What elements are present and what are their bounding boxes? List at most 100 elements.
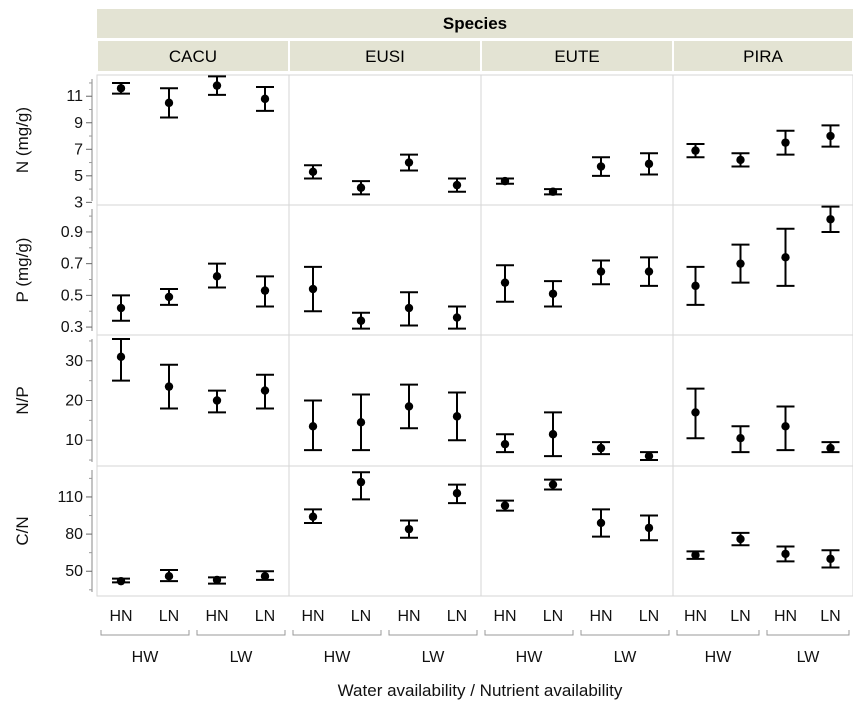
mean-point bbox=[356, 477, 366, 487]
error-bar-eute-1 bbox=[544, 478, 562, 491]
x-group-bracket bbox=[196, 630, 286, 636]
panel-frame bbox=[480, 74, 674, 206]
x-tick-label: HN bbox=[493, 608, 516, 625]
error-bar-cacu-1 bbox=[160, 288, 178, 306]
error-bar-cacu-0 bbox=[112, 337, 130, 382]
panel-frame bbox=[672, 204, 853, 336]
x-group-bracket bbox=[100, 630, 190, 636]
error-bar-cacu-1 bbox=[160, 363, 178, 410]
error-bar-eute-0 bbox=[496, 499, 514, 512]
error-bar-eusi-1 bbox=[352, 180, 370, 196]
mean-point bbox=[164, 382, 174, 391]
mean-point bbox=[452, 412, 462, 421]
mean-point bbox=[500, 439, 510, 449]
error-bar-eusi-1 bbox=[352, 471, 370, 501]
mean-point bbox=[308, 284, 318, 294]
error-bar-eusi-2 bbox=[400, 153, 418, 172]
error-bar-pira-0 bbox=[686, 142, 705, 159]
error-bar-eusi-0 bbox=[304, 164, 322, 180]
x-tick-label: HN bbox=[684, 608, 707, 625]
mean-point bbox=[308, 167, 318, 177]
error-bar-pira-1 bbox=[731, 152, 750, 168]
error-bar-cacu-3 bbox=[256, 373, 274, 410]
mean-point bbox=[691, 550, 700, 560]
x-tick-label: HN bbox=[397, 608, 420, 625]
mean-point bbox=[356, 316, 366, 325]
panel-frame bbox=[672, 334, 853, 467]
mean-point bbox=[164, 98, 174, 108]
error-bar-pira-3 bbox=[821, 205, 840, 233]
error-bar-pira-3 bbox=[821, 441, 840, 454]
species-header-cell bbox=[482, 41, 672, 71]
x-group-bracket bbox=[484, 630, 574, 636]
x-group-label: LW bbox=[422, 649, 446, 666]
error-bar-eute-2 bbox=[592, 259, 610, 286]
mean-point bbox=[548, 430, 558, 439]
species-header-band bbox=[97, 9, 853, 38]
panels bbox=[96, 74, 853, 597]
error-bar-eute-1 bbox=[544, 187, 562, 196]
x-axis: HN LN HN LN HW LW HN LN HN LN HW LW HN LN HN LN HW LW HN LN… bbox=[100, 608, 850, 666]
x-tick-label: HN bbox=[109, 608, 132, 625]
mean-point bbox=[781, 422, 790, 431]
error-bar-eute-0 bbox=[496, 176, 514, 186]
y-tick-label: 5 bbox=[74, 168, 83, 185]
mean-point bbox=[691, 408, 700, 417]
y-tick-label: 50 bbox=[65, 563, 83, 580]
error-bar-pira-1 bbox=[731, 243, 750, 284]
x-group-label: HW bbox=[324, 649, 352, 666]
error-bar-eusi-2 bbox=[400, 519, 418, 539]
x-group-label: HW bbox=[516, 649, 544, 666]
error-bar-eute-0 bbox=[496, 264, 514, 303]
species-label: EUTE bbox=[554, 47, 599, 66]
species-label: PIRA bbox=[743, 47, 783, 66]
x-axis-title: Water availability / Nutrient availabili… bbox=[338, 681, 623, 700]
panel-frame bbox=[480, 465, 674, 597]
error-bar-eute-2 bbox=[592, 441, 610, 456]
x-group-bracket bbox=[388, 630, 478, 636]
error-bar-eusi-3 bbox=[448, 305, 466, 330]
error-bar-cacu-2 bbox=[208, 75, 226, 96]
mean-point bbox=[548, 289, 558, 298]
y-tick-label: 80 bbox=[65, 526, 83, 543]
error-bar-eusi-1 bbox=[352, 393, 370, 452]
x-tick-label: LN bbox=[447, 608, 467, 625]
y-tick-label: 10 bbox=[65, 432, 83, 449]
species-header-cell bbox=[98, 41, 288, 71]
mean-point bbox=[644, 451, 654, 461]
error-bar-cacu-3 bbox=[256, 85, 274, 112]
y-axis-title: N (mg/g) bbox=[13, 107, 32, 173]
mean-point bbox=[212, 396, 222, 405]
mean-point bbox=[644, 523, 654, 533]
panel-frame bbox=[672, 465, 853, 597]
mean-point bbox=[260, 386, 270, 395]
species-header-cell bbox=[290, 41, 480, 71]
error-bar-eusi-3 bbox=[448, 391, 466, 442]
species-label: CACU bbox=[169, 47, 217, 66]
mean-point bbox=[736, 534, 745, 544]
error-bar-cacu-2 bbox=[208, 389, 226, 414]
error-bar-eute-2 bbox=[592, 156, 610, 177]
error-bar-pira-2 bbox=[776, 545, 795, 563]
mean-point bbox=[736, 259, 745, 268]
panel-frame bbox=[672, 74, 853, 206]
error-bar-eute-3 bbox=[640, 256, 658, 287]
mean-point bbox=[356, 418, 366, 427]
x-group-label: HW bbox=[705, 649, 733, 666]
panel-frame bbox=[288, 204, 482, 336]
mean-point bbox=[212, 575, 222, 585]
error-bar-eute-0 bbox=[496, 433, 514, 454]
mean-point bbox=[500, 501, 510, 510]
y-tick-label: 20 bbox=[65, 393, 83, 410]
mean-point bbox=[212, 272, 222, 281]
error-bar-eute-1 bbox=[544, 411, 562, 458]
mean-point bbox=[452, 489, 462, 498]
mean-point bbox=[452, 180, 462, 190]
x-group-label: HW bbox=[132, 649, 160, 666]
mean-point bbox=[826, 554, 835, 564]
y-tick-label: 0.3 bbox=[61, 319, 83, 336]
x-group-bracket bbox=[766, 630, 850, 636]
species-header: Species bbox=[443, 14, 507, 33]
error-bar-cacu-1 bbox=[160, 87, 178, 119]
